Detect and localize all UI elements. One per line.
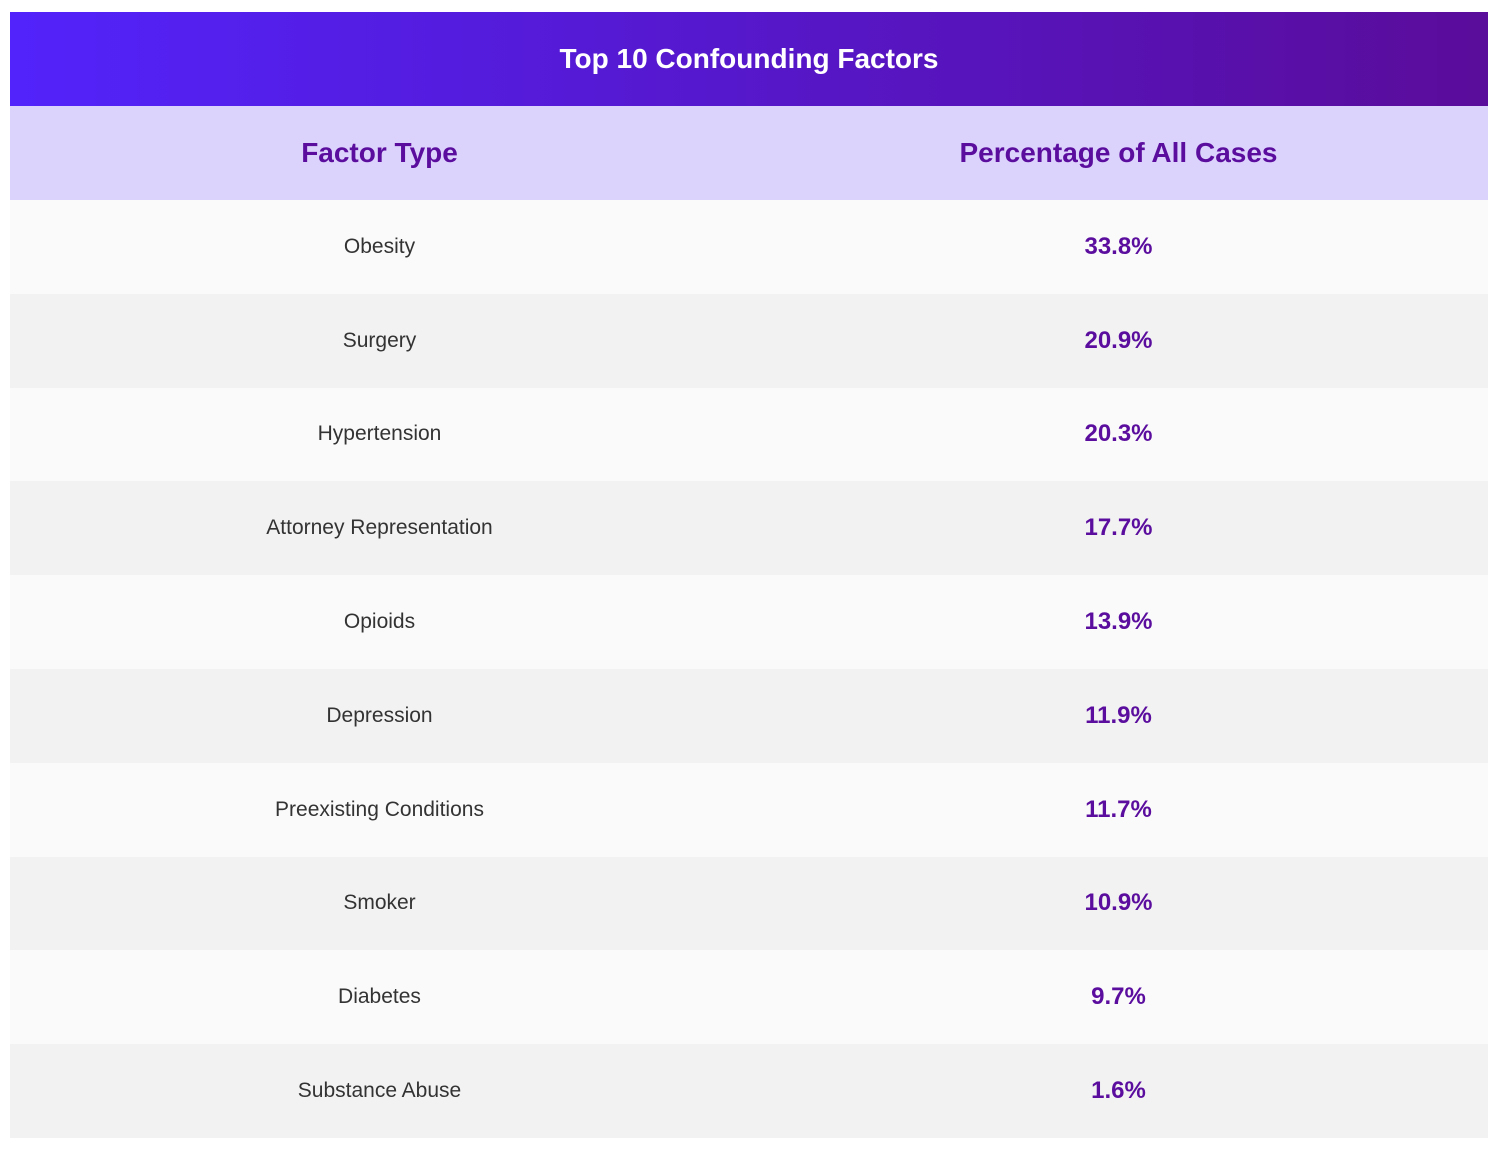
table-row: Depression 11.9% [10, 668, 1488, 763]
confounding-factors-table: Top 10 Confounding Factors Factor Type P… [10, 12, 1488, 1138]
factor-type-cell: Depression [326, 703, 433, 727]
factor-type-cell: Opioids [343, 610, 416, 634]
factor-type-cell: Diabetes [338, 985, 421, 1009]
percentage-cell: 11.7% [1085, 795, 1152, 823]
percentage-cell: 20.9% [1084, 326, 1153, 354]
table-row: Obesity 33.8% [10, 200, 1488, 294]
factor-type-cell: Obesity [343, 234, 416, 258]
factor-type-cell: Hypertension [317, 422, 442, 446]
column-header-factor-type: Factor Type [301, 137, 458, 168]
table-row: Substance Abuse 1.6% [10, 1044, 1488, 1138]
table-row: Surgery 20.9% [10, 293, 1488, 388]
table-row: Smoker 10.9% [10, 856, 1488, 951]
percentage-cell: 1.6% [1091, 1077, 1146, 1105]
factor-type-cell: Attorney Representation [266, 516, 493, 540]
factor-type-cell: Preexisting Conditions [275, 797, 484, 821]
table-row: Preexisting Conditions 11.7% [10, 762, 1488, 857]
table-body: Obesity 33.8% Surgery 20.9% Hypertension 20.3… [10, 200, 1488, 1138]
table-header-row: Factor Type Percentage of All Cases [10, 106, 1488, 200]
table-row: Attorney Representation 17.7% [10, 481, 1488, 576]
table-row: Opioids 13.9% [10, 575, 1488, 669]
percentage-cell: 13.9% [1084, 608, 1153, 636]
percentage-cell: 20.3% [1084, 420, 1153, 448]
table-title-bar: Top 10 Confounding Factors [10, 12, 1488, 106]
percentage-cell: 11.9% [1085, 701, 1152, 729]
table-title: Top 10 Confounding Factors [559, 43, 939, 74]
percentage-cell: 10.9% [1084, 889, 1153, 917]
percentage-cell: 9.7% [1091, 983, 1146, 1011]
factor-type-cell: Surgery [342, 328, 417, 352]
factor-type-cell: Substance Abuse [297, 1079, 462, 1103]
percentage-cell: 17.7% [1084, 514, 1153, 542]
table-row: Diabetes 9.7% [10, 950, 1488, 1045]
column-header-percentage: Percentage of All Cases [959, 137, 1278, 168]
percentage-cell: 33.8% [1084, 232, 1153, 260]
factor-type-cell: Smoker [343, 891, 416, 915]
table-row: Hypertension 20.3% [10, 387, 1488, 482]
